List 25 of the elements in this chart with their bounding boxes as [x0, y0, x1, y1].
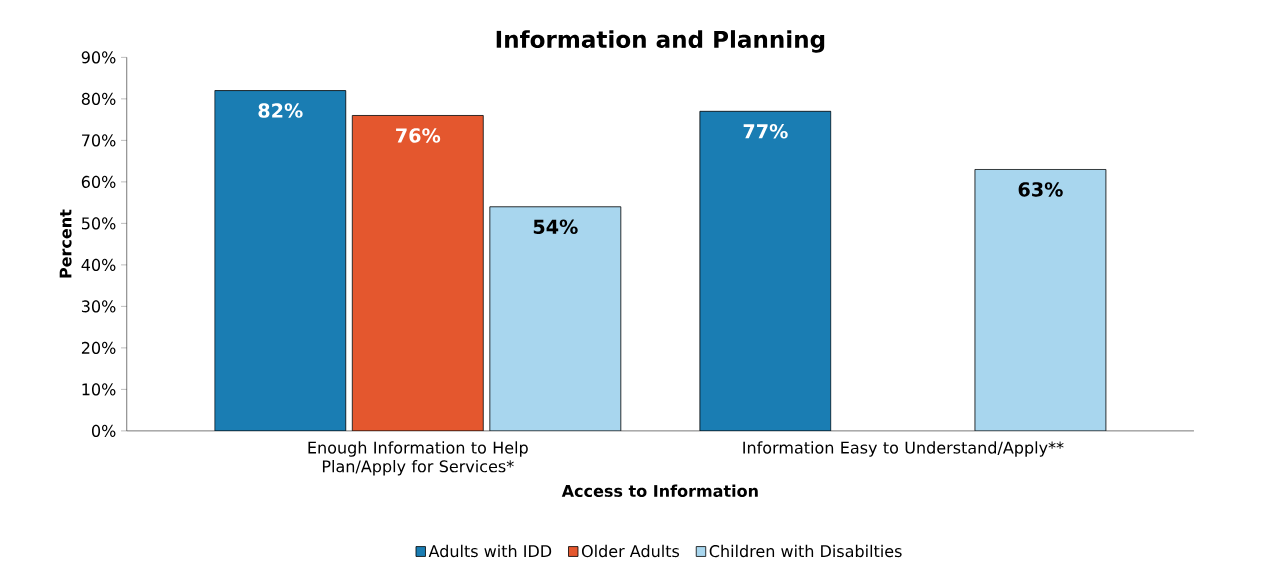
x-axis-title: Access to Information — [561, 484, 758, 497]
y-tick-label: 50% — [81, 217, 116, 230]
x-tick-label: Information Easy to Understand/Apply** — [743, 441, 1064, 457]
data-label: 63% — [1018, 182, 1063, 197]
y-tick-label: 90% — [81, 51, 116, 64]
bar — [974, 168, 1107, 431]
x-tick-label: Enough Information to Help Plan/Apply for Services* — [308, 441, 528, 476]
y-tick-label: 80% — [81, 92, 116, 105]
bar — [489, 206, 622, 431]
data-label: 54% — [533, 219, 578, 234]
legend-label: Children with Disabilties — [709, 544, 902, 558]
y-tick-label: 70% — [82, 134, 116, 147]
data-label: 82% — [258, 103, 303, 118]
y-tick-label: 40% — [81, 258, 116, 271]
y-axis-title: Percent — [59, 209, 72, 278]
legend-label: Older Adults — [581, 544, 680, 558]
data-label: 77% — [743, 123, 788, 139]
chart-title: Information and Planning — [496, 30, 825, 53]
legend-label: Adults with IDD — [428, 544, 552, 558]
y-tick-label: 60% — [81, 175, 116, 188]
y-tick-label: 30% — [81, 300, 116, 313]
data-label: 76% — [396, 128, 441, 143]
y-tick-label: 0% — [91, 424, 116, 437]
y-tick-label: 10% — [82, 383, 116, 396]
y-tick-label: 20% — [81, 341, 116, 354]
